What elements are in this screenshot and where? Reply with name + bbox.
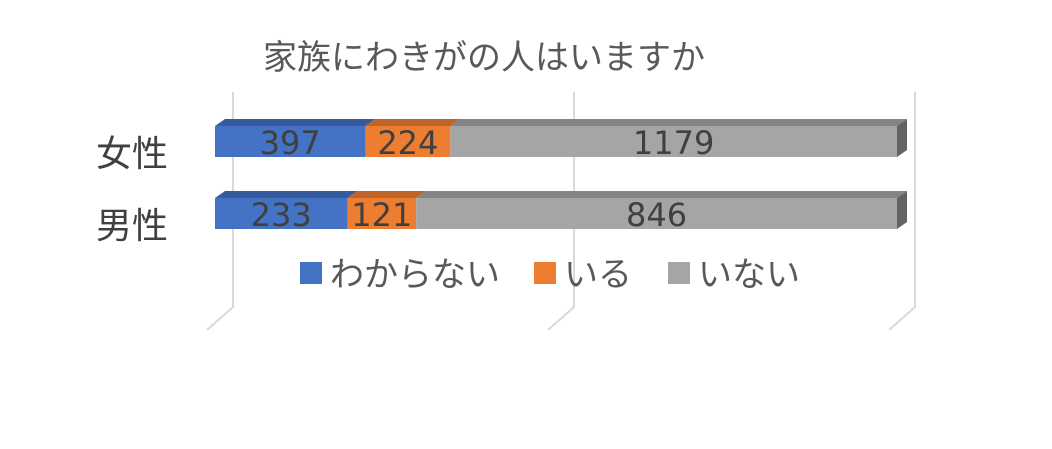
legend-label: いない (698, 255, 800, 295)
bar-side (897, 119, 907, 157)
bar-top (215, 119, 376, 126)
legend-item: いる (534, 255, 632, 295)
bar-segment (416, 191, 907, 229)
legend-swatch (534, 262, 556, 284)
bars: 397 224 1179 233 121 846 (215, 119, 907, 234)
data-label: 397 (260, 124, 321, 162)
category-label: 女性 (96, 134, 168, 175)
chart-title: 家族にわきがの人はいますか (263, 38, 705, 78)
bar-front (416, 198, 897, 229)
data-label: 224 (377, 124, 438, 162)
gridline-2 (888, 92, 916, 331)
data-label: 1179 (633, 124, 714, 162)
gridline-1 (547, 92, 575, 331)
bar-segment (347, 191, 427, 229)
legend-label: わからない (330, 255, 500, 295)
bar-front (450, 126, 897, 157)
legend-swatch (668, 262, 690, 284)
legend-label: いる (564, 255, 632, 295)
legend-swatch (300, 262, 322, 284)
bar-segment (365, 119, 461, 157)
bar-top (416, 191, 907, 198)
bar-top (450, 119, 907, 126)
bar-segment (215, 119, 376, 157)
legend-item: わからない (300, 255, 500, 295)
bar-segment (215, 191, 358, 229)
legend-item: いない (668, 255, 800, 295)
data-label: 121 (351, 196, 412, 234)
bar-segment (450, 119, 907, 157)
bar-front (365, 126, 451, 157)
gridlines (206, 92, 916, 331)
bar-top (347, 191, 427, 198)
bar-top (215, 191, 358, 198)
data-label: 846 (626, 196, 687, 234)
gridline-0 (206, 92, 234, 331)
bar-side (897, 191, 907, 229)
bar-front (215, 198, 348, 229)
bar-front (215, 126, 366, 157)
data-label: 233 (251, 196, 312, 234)
legend: わからない いる いない (300, 255, 800, 295)
bar-front (347, 198, 417, 229)
category-label: 男性 (96, 206, 168, 247)
bar-top (365, 119, 461, 126)
